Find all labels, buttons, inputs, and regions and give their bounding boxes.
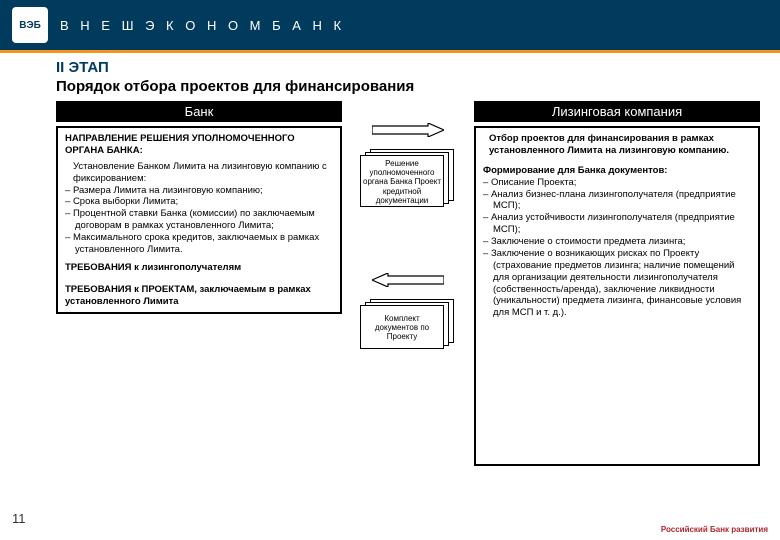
left-box1-intro: Установление Банком Лимита на лизинговую… xyxy=(65,161,333,185)
right-head: Лизинговая компания xyxy=(474,101,760,122)
list-item: Процентной ставки Банка (комиссии) по за… xyxy=(75,208,333,232)
right-p1: Отбор проектов для финансирования в рамк… xyxy=(489,133,729,156)
doc-stack-2: Комплект документов по Проекту xyxy=(360,299,456,351)
list-item: Заключение о возникающих рисках по Проек… xyxy=(493,248,751,319)
footer-logo: Российский Банк развития xyxy=(661,525,768,534)
left-box1-req2: ТРЕБОВАНИЯ к ПРОЕКТАМ, заключаемым в рам… xyxy=(65,284,311,307)
doc-stack-1-label: Решение уполномоченного органа Банка Про… xyxy=(360,155,444,207)
right-list: Описание Проекта; Анализ бизнес-плана ли… xyxy=(483,177,751,320)
list-item: Заключение о стоимости предмета лизинга; xyxy=(493,236,751,248)
left-col: Банк НАПРАВЛЕНИЕ РЕШЕНИЯ УПОЛНОМОЧЕННОГО… xyxy=(56,101,342,466)
left-head: Банк xyxy=(56,101,342,122)
arrow-right-icon xyxy=(372,123,444,137)
left-box1-list: Размера Лимита на лизинговую компанию; С… xyxy=(65,185,333,256)
left-box-1: НАПРАВЛЕНИЕ РЕШЕНИЯ УПОЛНОМОЧЕННОГО ОРГА… xyxy=(56,126,342,314)
stage-label: II ЭТАП xyxy=(56,59,760,76)
page-number: 11 xyxy=(12,511,26,526)
list-item: Описание Проекта; xyxy=(493,177,751,189)
header-bar: ВЭБ В Н Е Ш Э К О Н О М Б А Н К xyxy=(0,0,780,50)
logo: ВЭБ xyxy=(12,7,48,43)
doc-stack-2-label: Комплект документов по Проекту xyxy=(360,305,444,349)
list-item: Анализ устойчивости лизингополучателя (п… xyxy=(493,212,751,236)
mid-col: Решение уполномоченного органа Банка Про… xyxy=(348,101,468,466)
list-item: Анализ бизнес-плана лизингополучателя (п… xyxy=(493,189,751,213)
slide-body: II ЭТАП Порядок отбора проектов для фина… xyxy=(0,53,780,470)
list-item: Максимального срока кредитов, заключаемы… xyxy=(75,232,333,256)
right-box: Отбор проектов для финансирования в рамк… xyxy=(474,126,760,466)
slide-title: Порядок отбора проектов для финансирован… xyxy=(56,78,760,95)
bank-name: В Н Е Ш Э К О Н О М Б А Н К xyxy=(60,18,345,33)
doc-stack-1: Решение уполномоченного органа Банка Про… xyxy=(360,149,456,209)
right-p2: Формирование для Банка документов: xyxy=(483,165,667,176)
left-box1-req1: ТРЕБОВАНИЯ к лизингополучателям xyxy=(65,262,241,273)
left-box1-title: НАПРАВЛЕНИЕ РЕШЕНИЯ УПОЛНОМОЧЕННОГО ОРГА… xyxy=(65,133,295,156)
list-item: Размера Лимита на лизинговую компанию; xyxy=(75,185,333,197)
columns: Банк НАПРАВЛЕНИЕ РЕШЕНИЯ УПОЛНОМОЧЕННОГО… xyxy=(56,101,760,466)
list-item: Срока выборки Лимита; xyxy=(75,196,333,208)
arrow-left-icon xyxy=(372,273,444,287)
right-col: Лизинговая компания Отбор проектов для ф… xyxy=(474,101,760,466)
